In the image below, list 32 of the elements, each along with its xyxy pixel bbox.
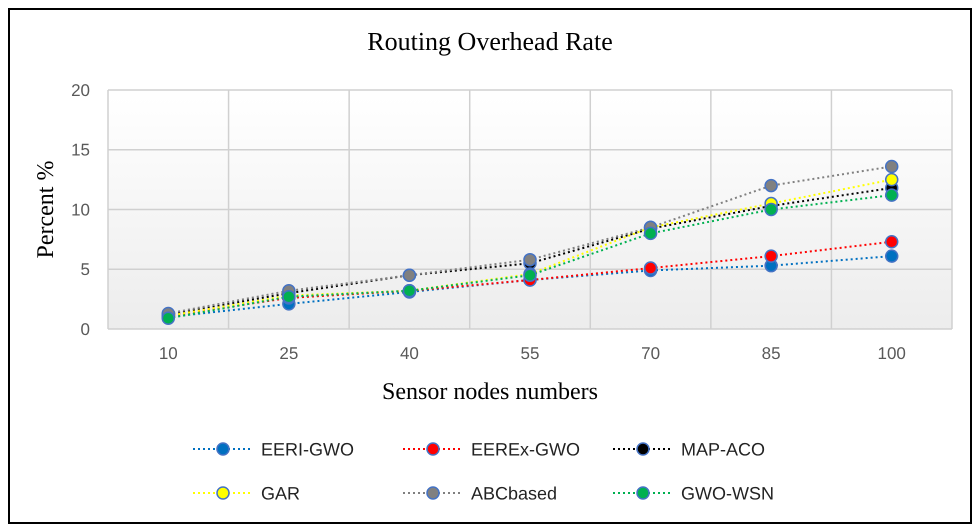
- x-tick-label: 10: [158, 344, 178, 363]
- point: [884, 160, 898, 174]
- point: [764, 249, 778, 263]
- x-tick-label: 40: [400, 344, 419, 363]
- point: [644, 226, 658, 240]
- y-tick-label: 10: [71, 200, 90, 220]
- point: [884, 249, 898, 263]
- legend-label: GWO-WSN: [681, 483, 774, 504]
- point: [884, 235, 898, 249]
- x-tick-label: 70: [641, 344, 660, 363]
- legend-label: ABCbased: [471, 483, 558, 504]
- y-tick-label: 5: [80, 260, 90, 280]
- point: [523, 252, 537, 266]
- y-axis-title: Percent %: [33, 160, 59, 258]
- point: [764, 178, 778, 192]
- legend-label: MAP-ACO: [681, 439, 766, 460]
- legend-label: EERI-GWO: [261, 439, 354, 460]
- chart-title: Routing Overhead Rate: [367, 27, 613, 56]
- x-tick-label: 55: [520, 344, 540, 363]
- legend-label: GAR: [261, 483, 300, 504]
- y-tick-label: 15: [71, 140, 90, 160]
- x-tick-label: 85: [762, 344, 781, 363]
- point: [644, 261, 658, 275]
- point: [884, 172, 898, 186]
- x-axis-title: Sensor nodes numbers: [382, 379, 598, 405]
- x-tick-label: 25: [279, 344, 298, 363]
- x-tick-label: 100: [878, 344, 906, 363]
- point: [764, 202, 778, 216]
- y-tick-label: 20: [71, 80, 90, 100]
- legend-label: EEREx-GWO: [471, 439, 580, 460]
- y-tick-label: 0: [80, 320, 90, 339]
- point: [884, 188, 898, 202]
